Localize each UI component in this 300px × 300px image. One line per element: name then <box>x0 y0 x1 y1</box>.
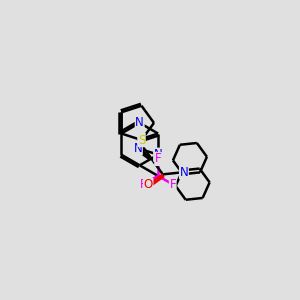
Text: S: S <box>138 134 145 147</box>
Text: N: N <box>154 148 162 161</box>
Text: N: N <box>179 166 188 178</box>
Text: O: O <box>144 178 153 191</box>
Text: F: F <box>140 178 147 191</box>
Text: N: N <box>134 142 142 155</box>
Text: N: N <box>135 116 144 129</box>
Text: F: F <box>169 178 176 191</box>
Text: F: F <box>155 152 161 166</box>
